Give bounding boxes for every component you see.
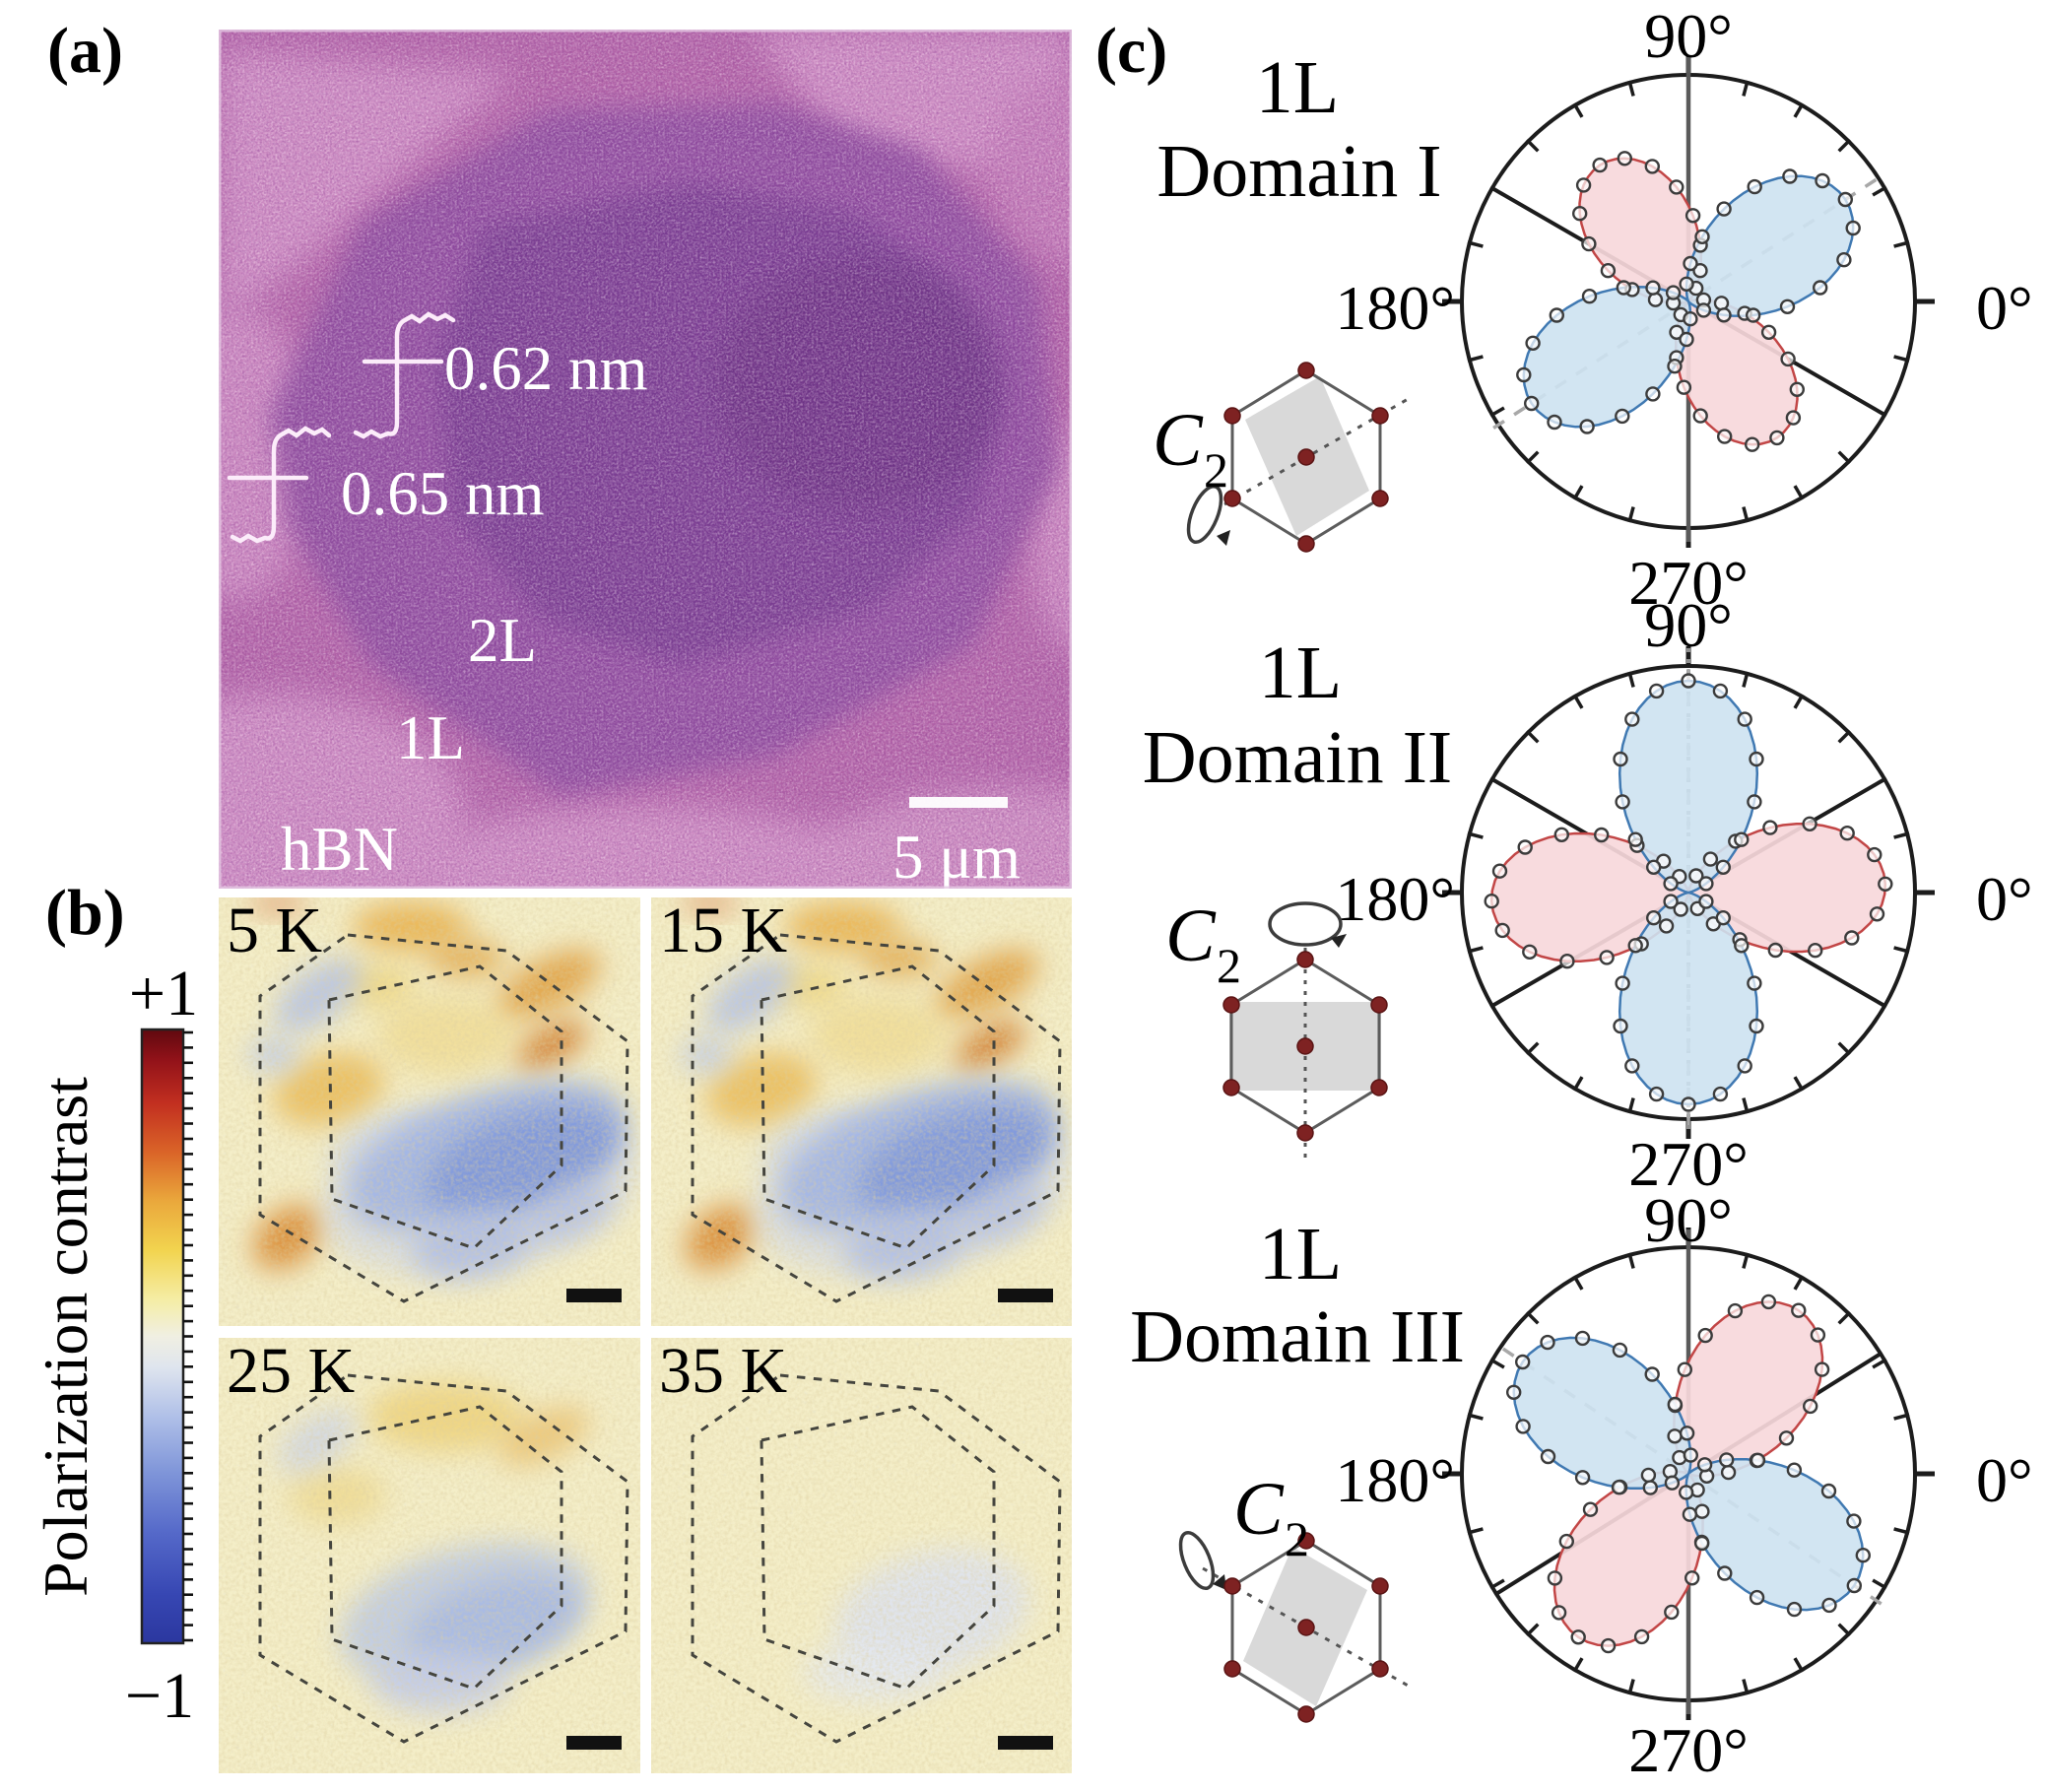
svg-text:C: C: [1233, 1468, 1285, 1551]
svg-text:Polarization contrast: Polarization contrast: [31, 1077, 100, 1597]
svg-text:1L: 1L: [1256, 46, 1339, 129]
svg-text:0.65 nm: 0.65 nm: [341, 459, 545, 528]
svg-text:25 K: 25 K: [227, 1335, 355, 1407]
svg-text:15 K: 15 K: [659, 895, 787, 966]
svg-text:270°: 270°: [1628, 1129, 1749, 1199]
svg-text:2: 2: [1204, 442, 1228, 498]
svg-text:35 K: 35 K: [659, 1335, 787, 1407]
svg-text:5 μm: 5 μm: [892, 823, 1021, 892]
svg-text:90°: 90°: [1644, 590, 1733, 660]
svg-text:Domain II: Domain II: [1143, 716, 1452, 799]
svg-text:270°: 270°: [1628, 548, 1749, 618]
svg-text:5 K: 5 K: [227, 895, 322, 966]
svg-text:0°: 0°: [1976, 864, 2033, 934]
svg-text:C: C: [1153, 399, 1204, 482]
svg-text:(b): (b): [45, 877, 125, 949]
svg-text:90°: 90°: [1644, 1, 1733, 71]
svg-text:2L: 2L: [468, 606, 537, 675]
svg-text:1L: 1L: [1259, 1213, 1342, 1295]
svg-text:+1: +1: [129, 958, 198, 1029]
svg-text:0°: 0°: [1976, 273, 2033, 343]
svg-text:180°: 180°: [1335, 273, 1455, 343]
svg-text:2: 2: [1217, 938, 1241, 993]
svg-text:2: 2: [1285, 1511, 1309, 1566]
svg-text:−1: −1: [125, 1660, 194, 1732]
svg-text:1L: 1L: [396, 703, 465, 772]
svg-text:0.62 nm: 0.62 nm: [444, 334, 648, 403]
svg-text:0°: 0°: [1976, 1445, 2033, 1515]
svg-text:(a): (a): [47, 15, 123, 87]
svg-text:(c): (c): [1095, 15, 1167, 87]
svg-text:90°: 90°: [1644, 1185, 1733, 1255]
svg-text:hBN: hBN: [281, 815, 398, 884]
svg-text:Domain I: Domain I: [1156, 130, 1441, 213]
svg-text:180°: 180°: [1335, 1445, 1455, 1515]
svg-text:270°: 270°: [1628, 1715, 1749, 1785]
svg-text:Domain III: Domain III: [1130, 1295, 1465, 1378]
svg-text:C: C: [1165, 895, 1217, 977]
svg-text:1L: 1L: [1259, 631, 1342, 714]
svg-text:180°: 180°: [1335, 864, 1455, 934]
